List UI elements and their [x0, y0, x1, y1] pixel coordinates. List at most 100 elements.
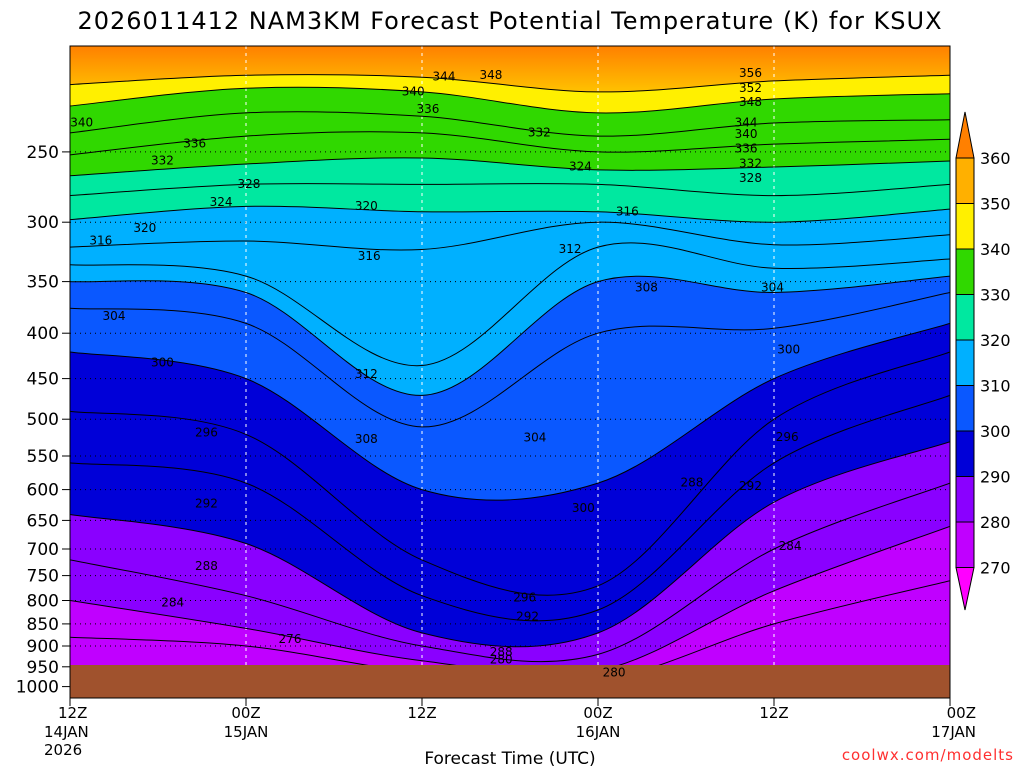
colorbar-swatch	[955, 157, 975, 204]
contour-label: 356	[739, 66, 762, 80]
contour-label: 340	[402, 84, 425, 98]
y-tick-label: 800	[27, 592, 59, 612]
colorbar-label: 340	[980, 240, 1011, 259]
contour-label: 316	[89, 234, 112, 248]
isentrope-line	[70, 157, 950, 177]
contour-label: 348	[479, 68, 502, 82]
y-tick-label: 500	[27, 410, 59, 430]
colorbar-label: 270	[980, 559, 1011, 578]
x-axis-label: Forecast Time (UTC)	[424, 749, 595, 768]
colorbar-cap-top	[955, 111, 975, 159]
contour-label: 352	[739, 81, 762, 95]
contour-label: 292	[739, 479, 762, 493]
colorbar-swatch	[955, 430, 975, 477]
contour-label: 324	[210, 195, 233, 209]
contour-label: 280	[603, 665, 626, 679]
contour-label: 300	[151, 355, 174, 369]
credit-text[interactable]: coolwx.com/modelts	[842, 746, 1014, 764]
contour-label: 324	[569, 160, 592, 174]
colorbar-label: 300	[980, 422, 1011, 441]
contour-label: 296	[195, 425, 218, 439]
y-tick-label: 950	[27, 658, 59, 678]
x-tick-time: 12Z	[759, 704, 788, 722]
colorbar-label: 330	[980, 286, 1011, 305]
x-tick-date: 16JAN	[576, 723, 621, 741]
contour-label: 348	[739, 95, 762, 109]
y-tick-label: 750	[27, 567, 59, 587]
contour-label: 332	[528, 125, 551, 139]
contour-labels: 344 3483403363403363323323563523483443403…	[70, 66, 801, 680]
contour-label: 336	[183, 137, 206, 151]
colorbar-cap-bottom	[955, 567, 975, 611]
colorbar-label: 320	[980, 331, 1011, 350]
contour-label: 336	[416, 102, 439, 116]
contour-label: 292	[195, 497, 218, 511]
contour-label: 292	[516, 610, 539, 624]
contour-label: 332	[739, 157, 762, 171]
contour-label: 288	[680, 476, 703, 490]
colorbar-swatch	[955, 521, 975, 568]
isentrope-line	[70, 242, 950, 367]
contour-label: 288	[490, 645, 513, 659]
x-tick-date: 14JAN	[44, 723, 89, 741]
x-tick-date: 15JAN	[224, 723, 269, 741]
contour-label: 304	[523, 431, 546, 445]
isentrope-line	[70, 131, 950, 156]
contour-label: 312	[559, 242, 582, 256]
colorbar-label: 280	[980, 513, 1011, 532]
isentrope-line	[70, 205, 950, 223]
contour-label: 320	[133, 221, 156, 235]
contour-label: 300	[777, 343, 800, 357]
plot-area	[70, 46, 950, 698]
contour-label: 320	[355, 199, 378, 213]
x-tick-time: 00Z	[583, 704, 612, 722]
contour-label: 340	[735, 127, 758, 141]
contour-label: 344	[735, 116, 758, 130]
colorbar-swatch	[955, 248, 975, 295]
colorbar-label: 310	[980, 377, 1011, 396]
isentrope-line	[70, 183, 950, 197]
contour-label: 316	[358, 249, 381, 263]
colorbar: 360 350 340 330 320 310 300 290 280 270	[955, 111, 1011, 611]
contour-label: 296	[776, 430, 799, 444]
contour-label: 316	[616, 204, 639, 218]
contour-label: 340	[70, 116, 93, 130]
colorbar-swatch	[955, 476, 975, 523]
isentrope-line	[70, 441, 950, 648]
x-tick-time: 00Z	[947, 704, 976, 722]
contour-label: 308	[635, 281, 658, 295]
contour-label: 304	[761, 281, 784, 295]
y-tick-label: 250	[27, 143, 59, 163]
isentrope-line	[70, 351, 950, 596]
isentrope-lines	[70, 74, 950, 685]
contour-label: 336	[735, 141, 758, 155]
contour-label: 332	[151, 154, 174, 168]
isentrope-line	[70, 275, 950, 396]
y-tick-label: 600	[27, 481, 59, 501]
y-axis: 2503003504004505005506006507007508008509…	[16, 143, 70, 698]
colorbar-label: 350	[980, 195, 1011, 214]
isentrope-line	[70, 221, 950, 251]
contour-label: 276	[279, 632, 302, 646]
isentrope-line	[70, 74, 950, 93]
terrain-surface	[70, 665, 950, 698]
x-tick-time: 00Z	[231, 704, 260, 722]
contour-label: 284	[161, 595, 184, 609]
x-tick-time: 12Z	[407, 704, 436, 722]
contour-label: 344	[433, 70, 456, 84]
contour-label: 312	[355, 367, 378, 381]
isentrope-line	[70, 111, 950, 137]
colorbar-swatch	[955, 203, 975, 250]
contour-label: 308	[355, 432, 378, 446]
y-tick-label: 900	[27, 637, 59, 657]
contour-label: 304	[103, 309, 126, 323]
y-tick-label: 350	[27, 273, 59, 293]
y-tick-label: 850	[27, 615, 59, 635]
plot-frame	[69, 45, 951, 699]
x-tick-time: 12Z	[58, 704, 87, 722]
x-tick-date: 17JAN	[931, 723, 976, 741]
colorbar-swatch	[955, 339, 975, 386]
isentrope-line	[70, 292, 950, 428]
